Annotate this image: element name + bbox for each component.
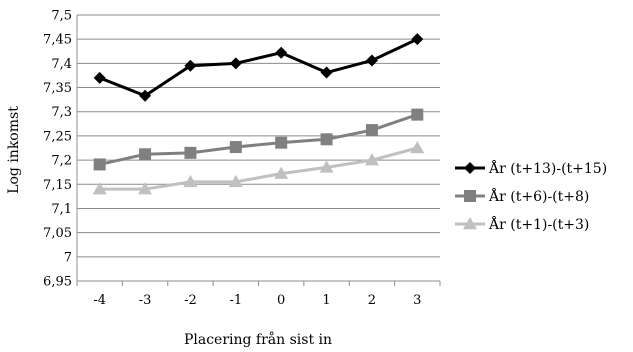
data-point — [228, 174, 243, 188]
y-tick-label: 7,15 — [43, 178, 72, 193]
x-tick-label: -3 — [139, 293, 152, 308]
data-point — [92, 182, 107, 195]
y-tick-label: 7,35 — [43, 81, 72, 96]
legend-label: År (t+1)-(t+3) — [488, 215, 589, 233]
data-point — [229, 141, 242, 154]
gridlines — [77, 14, 440, 258]
data-point — [93, 158, 106, 171]
data-point — [274, 166, 289, 179]
series-line — [99, 146, 418, 191]
y-tick-label: 7,4 — [51, 57, 72, 72]
x-tick-label: -1 — [229, 293, 242, 308]
x-tick-label: 1 — [322, 293, 330, 308]
series-line — [99, 37, 418, 98]
x-tick-label: 3 — [413, 293, 421, 308]
data-point — [319, 160, 334, 173]
series-2 — [93, 108, 424, 171]
axes — [76, 15, 441, 286]
data-point — [365, 54, 378, 67]
data-point — [229, 57, 242, 70]
data-point — [320, 133, 333, 146]
y-tick-label: 7,05 — [43, 226, 72, 241]
data-point — [365, 124, 378, 137]
x-tick-label: 0 — [277, 293, 285, 308]
data-point — [138, 182, 153, 195]
data-point — [93, 71, 106, 84]
legend-item: År (t+13)-(t+15) — [455, 159, 607, 177]
y-tick-label: 7,5 — [51, 9, 72, 24]
legend-marker — [464, 162, 476, 174]
series-3 — [92, 141, 425, 195]
series-1 — [93, 33, 424, 102]
x-tick-label: -2 — [184, 293, 197, 308]
data-point — [411, 108, 424, 121]
data-point — [183, 174, 198, 188]
series-line — [99, 113, 418, 166]
x-tick-label: 2 — [368, 293, 376, 308]
y-tick-label: 7,45 — [43, 33, 72, 48]
y-tick-label: 7,2 — [51, 154, 72, 169]
y-tick-labels: 6,95 7 7,05 7,1 7,15 7,2 7,25 7,3 7,35 7,4 7,45 7,5 — [43, 9, 72, 290]
legend: År (t+13)-(t+15) År (t+6)-(t+8) År (t+1)-(… — [455, 159, 607, 233]
legend-marker — [464, 190, 476, 202]
data-point — [184, 59, 197, 72]
legend-item: År (t+1)-(t+3) — [455, 215, 589, 233]
legend-item: År (t+6)-(t+8) — [455, 187, 589, 205]
data-point — [320, 66, 333, 79]
data-point — [364, 153, 379, 166]
data-point — [139, 89, 152, 102]
y-axis-title: Log inkomst — [6, 106, 22, 194]
legend-label: År (t+6)-(t+8) — [488, 187, 589, 205]
y-tick-label: 7,1 — [51, 202, 72, 217]
y-tick-label: 6,95 — [43, 275, 72, 290]
y-tick-label: 7,3 — [51, 105, 72, 120]
data-point — [275, 46, 288, 59]
y-tick-label: 7 — [64, 250, 72, 265]
y-tick-label: 7,25 — [43, 129, 72, 144]
data-point — [411, 33, 424, 46]
legend-label: År (t+13)-(t+15) — [488, 159, 607, 177]
x-axis-title: Placering från sist in — [184, 331, 332, 348]
x-tick-labels: -4 -3 -2 -1 0 1 2 3 — [93, 293, 421, 308]
x-tick-label: -4 — [93, 293, 106, 308]
data-point — [184, 146, 197, 159]
data-point — [410, 141, 425, 154]
series-group — [92, 33, 425, 195]
data-point — [275, 136, 288, 149]
data-point — [139, 148, 152, 161]
legend-marker — [463, 217, 477, 230]
